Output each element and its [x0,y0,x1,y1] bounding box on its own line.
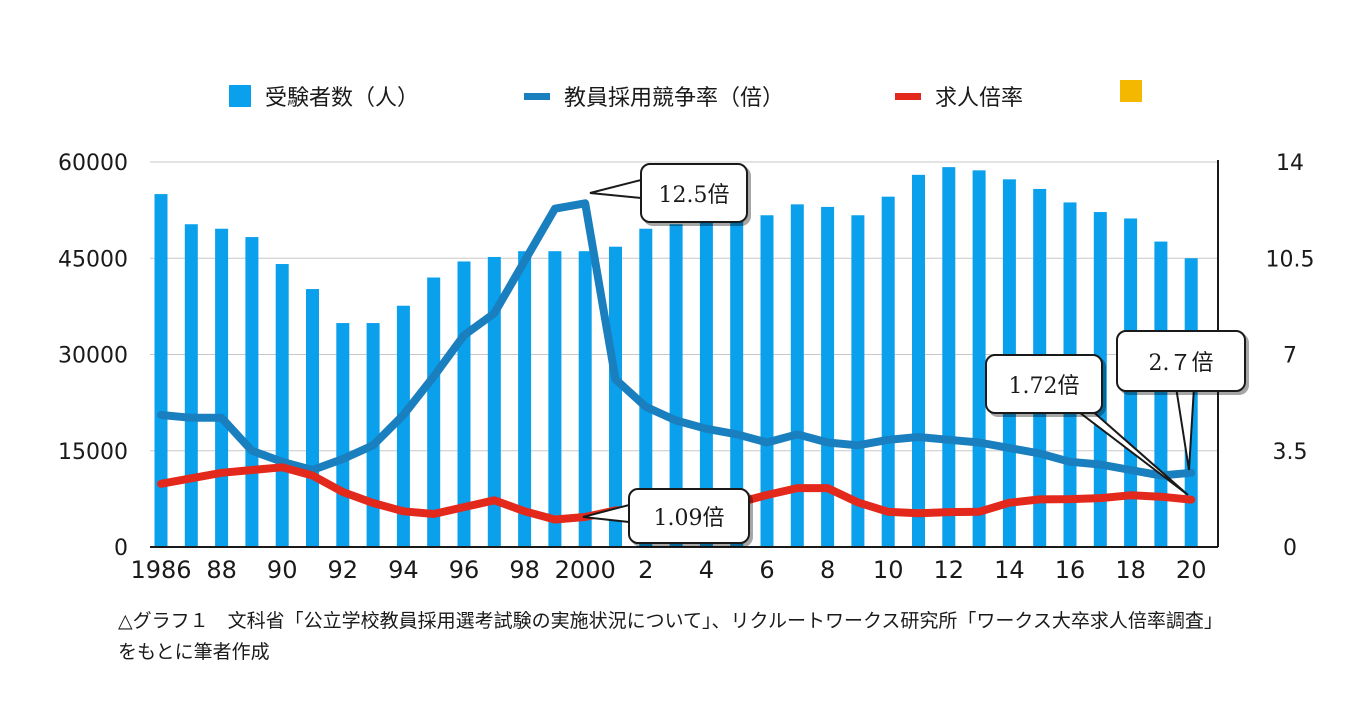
x-tick-label: 94 [388,556,419,584]
x-tick-label: 90 [267,556,298,584]
callout-comp-2020: 2.７倍 [1116,330,1246,392]
x-tick-label: 12 [934,556,965,584]
callout-job-2000: 1.09倍 [628,488,750,544]
applicants-bar [760,215,774,547]
legend-item-competition: 教員採用競争率（倍） [524,80,784,112]
x-tick-label: 6 [759,556,774,584]
legend-item-job-ratio: 求人倍率 [895,80,1023,112]
legend-label-competition: 教員採用競争率（倍） [564,86,785,111]
x-tick-label: 20 [1176,556,1207,584]
applicants-bar [548,251,562,548]
y-right-tick-label: 10.5 [1266,247,1315,272]
applicants-bar [881,196,895,547]
x-tick-label: 88 [206,556,237,584]
legend-swatch-job-ratio [895,92,921,100]
applicants-bar [669,224,683,547]
applicants-bar [306,289,319,547]
callout-pointers [582,178,1196,524]
x-tick-label: 14 [994,556,1025,584]
x-tick-label: 8 [820,556,835,584]
applicants-bar [487,256,501,547]
y-right-tick-label: 3.5 [1273,440,1308,465]
legend: 受験者数（人） 教員採用競争率（倍） 求人倍率 [0,80,1364,112]
callout-peak-pointer [589,178,642,200]
applicants-bar [275,264,289,547]
y-left-tick-label: 60000 [58,151,128,176]
y-left-tick-label: 30000 [58,344,128,369]
applicants-bar [851,215,865,547]
legend-item-extra [1120,80,1156,102]
y-left-tick-label: 0 [114,536,128,561]
x-tick-label: 16 [1055,556,1086,584]
y-left-tick-label: 15000 [58,440,128,465]
applicants-bar [821,206,835,547]
applicants-bar [790,204,804,547]
x-tick-label: 18 [1115,556,1146,584]
legend-label-applicants: 受験者数（人） [265,86,420,111]
x-tick-label: 1986 [130,556,191,584]
applicants-bar [972,170,986,547]
x-tick-label: 10 [873,556,904,584]
applicants-bar [366,323,380,547]
callout-job-2020: 1.72倍 [985,354,1103,414]
x-tick-label: 92 [328,556,359,584]
applicants-bar [699,219,713,547]
tick-labels: 0 15000 30000 45000 60000 0 3.5 7 10.5 14 1986 88 90… [58,151,1314,584]
y-right-tick-label: 14 [1276,151,1304,176]
applicants-bar [154,194,168,548]
y-right-tick-label: 7 [1283,344,1297,369]
legend-label-job-ratio: 求人倍率 [935,86,1024,111]
applicants-bar [1154,241,1168,548]
legend-swatch-applicants [229,85,251,107]
applicants-bar [730,214,744,547]
y-left-tick-label: 45000 [58,247,128,272]
applicants-bar [518,251,532,548]
x-tick-label: 4 [699,556,714,584]
x-tick-label: 2000 [555,556,616,584]
source-caption: △グラフ１ 文科省「公立学校教員採用選考試験の実施状況について」、リクルートワー… [118,610,1223,663]
applicants-bar [245,237,259,547]
legend-swatch-competition [524,92,550,100]
applicants-bar [336,323,350,547]
applicants-bar [639,228,653,547]
legend-item-applicants: 受験者数（人） [229,80,419,112]
applicants-bar [578,251,592,548]
applicants-bar [942,167,956,547]
applicants-bar [396,305,410,547]
x-tick-label: 98 [509,556,540,584]
legend-swatch-extra [1120,80,1142,102]
applicants-bar [184,224,198,547]
x-tick-label: 96 [449,556,480,584]
x-tick-label: 2 [638,556,653,584]
applicants-bar [609,246,622,547]
applicants-bar [215,228,229,547]
y-right-tick-label: 0 [1283,536,1297,561]
callout-peak: 12.5倍 [640,163,748,223]
applicants-bar [912,174,925,548]
competition-line [157,199,1196,480]
applicants-bar [427,277,441,547]
